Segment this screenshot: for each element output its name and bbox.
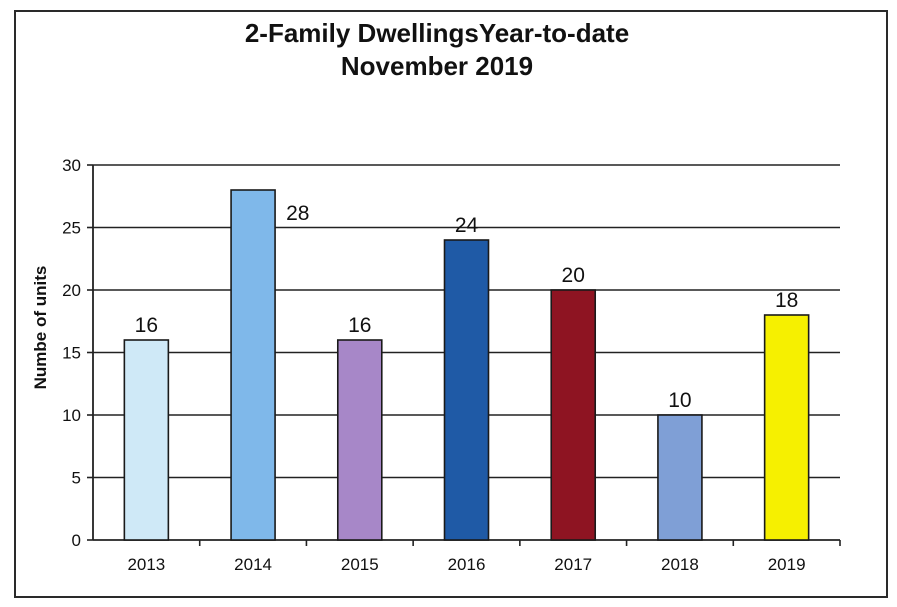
y-tick-label: 15 [62,344,81,363]
data-label: 16 [135,314,158,337]
bar [657,414,703,541]
chart-subtitle: November 2019 [340,51,534,81]
x-tick-label: 2017 [554,555,592,574]
x-tick-label: 2019 [768,555,806,574]
bar [443,239,490,541]
x-tick-label: 2014 [234,555,272,574]
bar [763,314,810,541]
data-label: 24 [455,214,479,237]
y-tick-label: 10 [62,406,81,425]
data-label: 20 [562,264,585,287]
chart-title: 2-Family DwellingsYear-to-date [244,18,630,48]
x-tick-label: 2018 [661,555,699,574]
bar [123,339,170,541]
bar [550,289,597,541]
bar [230,189,276,541]
data-label: 28 [286,202,309,225]
y-tick-label: 25 [62,219,81,238]
x-tick-label: 2013 [127,555,165,574]
y-tick-label: 5 [72,469,81,488]
y-tick-label: 0 [72,531,81,550]
data-label: 16 [348,314,371,337]
data-label: 10 [668,389,691,412]
data-label: 18 [775,289,798,312]
bar [336,339,383,541]
x-tick-label: 2016 [448,555,486,574]
x-tick-label: 2015 [341,555,379,574]
y-tick-label: 30 [62,156,81,175]
y-axis-label: Numbe of units [31,266,50,390]
y-tick-label: 20 [62,281,81,300]
